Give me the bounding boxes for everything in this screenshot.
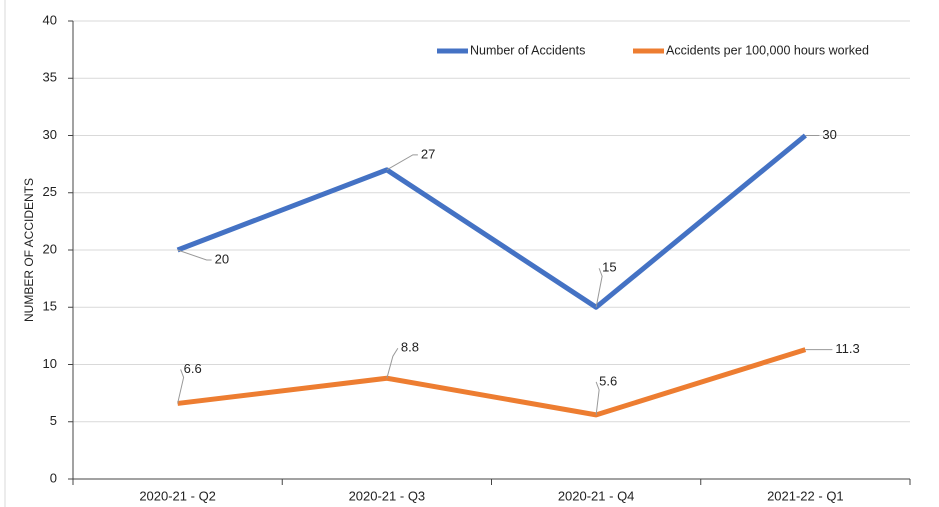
y-tick-label: 30 <box>43 127 57 142</box>
leader-line <box>595 381 600 415</box>
y-tick-label: 15 <box>43 299 57 314</box>
x-tick-label: 2021-22 - Q1 <box>767 488 844 503</box>
leader-line <box>386 154 418 171</box>
data-label: 20 <box>215 251 229 266</box>
x-tick-label: 2020-21 - Q4 <box>558 488 635 503</box>
y-tick-label: 20 <box>43 241 57 256</box>
y-tick-label: 0 <box>50 470 57 485</box>
line-series <box>177 347 807 418</box>
legend-label: Accidents per 100,000 hours worked <box>666 43 869 57</box>
leader-line <box>177 369 185 404</box>
data-label: 27 <box>421 146 435 161</box>
y-tick-label: 5 <box>50 413 57 428</box>
leader-line <box>177 249 212 261</box>
data-label: 15 <box>602 260 616 275</box>
data-label: 11.3 <box>835 341 859 356</box>
data-label: 8.8 <box>401 340 419 355</box>
legend-label: Number of Accidents <box>470 43 585 57</box>
y-tick-label: 35 <box>43 70 57 85</box>
data-label: 30 <box>822 127 836 142</box>
data-label: 5.6 <box>599 373 617 388</box>
y-tick-label: 40 <box>43 12 57 27</box>
y-tick-label: 10 <box>43 356 57 371</box>
x-tick-label: 2020-21 - Q2 <box>139 488 216 503</box>
y-tick-label: 25 <box>43 184 57 199</box>
data-label: 6.6 <box>184 361 202 376</box>
y-axis-label: NUMBER OF ACCIDENTS <box>22 178 36 322</box>
leader-line <box>595 268 603 308</box>
leader-line <box>386 347 399 379</box>
line-series <box>176 133 807 310</box>
x-tick-label: 2020-21 - Q3 <box>349 488 426 503</box>
